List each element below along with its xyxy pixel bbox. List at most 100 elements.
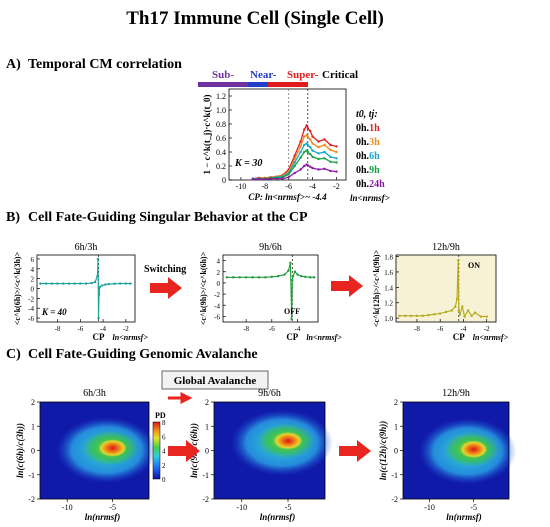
chart-title: 9h/6h <box>259 242 282 253</box>
data-point <box>303 135 306 138</box>
y-tick-label: 1 <box>394 422 398 431</box>
data-point <box>329 143 332 147</box>
x-tick-label: -4 <box>461 325 467 333</box>
data-point <box>427 313 430 317</box>
data-point <box>296 273 299 276</box>
chart-b-xlabel-right: ln<nrmsf> <box>113 333 149 342</box>
y-tick-label: 2 <box>394 398 398 407</box>
data-point <box>323 150 326 154</box>
x-tick-label: -2 <box>333 182 340 191</box>
y-tick-label: 2 <box>217 269 221 277</box>
y-tick-label: 0 <box>31 286 35 294</box>
y-tick-label: 1 <box>205 422 209 431</box>
panel-c-title: Cell Fate-Guiding Genomic Avalanche <box>28 347 258 362</box>
y-tick-label: -6 <box>28 315 34 323</box>
data-point <box>450 309 454 312</box>
plot-frame <box>395 254 497 323</box>
criticality-bar-sub <box>198 82 248 87</box>
data-point <box>50 282 54 285</box>
arrow-b1 <box>150 277 182 299</box>
data-point <box>118 282 122 285</box>
y-tick-label: 0 <box>205 447 209 456</box>
density-peak <box>98 439 127 457</box>
x-tick-label: -6 <box>269 325 275 333</box>
colorbar-tick-label: 4 <box>162 448 166 456</box>
y-tick-label: -6 <box>214 313 220 321</box>
data-point <box>306 127 309 130</box>
data-point <box>275 177 278 180</box>
y-tick-label: -1 <box>28 471 35 480</box>
chart-b-xlabel-right: ln<nrmsf> <box>306 333 342 342</box>
chart-b-ylabel: <c^k(9h)>/<c^k(6h)> <box>199 251 208 325</box>
data-point <box>306 164 309 167</box>
data-point <box>98 285 101 289</box>
data-point <box>56 282 59 285</box>
panel-a-label: A) <box>6 57 21 72</box>
y-tick-label: 1.2 <box>216 92 226 101</box>
x-tick-label: -6 <box>437 325 443 333</box>
data-point <box>329 160 332 163</box>
criticality-bar-near <box>248 82 268 87</box>
data-point <box>329 155 332 159</box>
y-tick-label: 1.0 <box>384 315 393 323</box>
data-point <box>335 170 338 173</box>
data-point <box>97 316 100 320</box>
data-point <box>113 282 116 286</box>
criticality-near-label: Near- <box>250 69 277 81</box>
data-point <box>270 275 273 278</box>
data-point <box>323 167 326 170</box>
chart-b-ylabel: <c^k(6h)>/<c^k(3h)> <box>13 251 22 325</box>
y-tick-label: -1 <box>202 471 209 480</box>
y-tick-label: 1.4 <box>384 284 393 292</box>
data-point <box>317 168 320 171</box>
data-point <box>461 305 464 308</box>
data-point <box>454 305 457 308</box>
x-tick-label: -8 <box>55 325 61 333</box>
y-tick-label: 4 <box>31 266 35 274</box>
colorbar-tick-label: 8 <box>162 419 166 427</box>
data-point <box>305 124 308 127</box>
x-tick-label: -5 <box>285 503 292 512</box>
chart-b-annotation: OFF <box>284 307 300 316</box>
data-point <box>308 138 312 141</box>
data-point <box>309 276 312 279</box>
data-point <box>312 276 316 279</box>
x-tick-label: -4 <box>295 325 301 333</box>
heatmap-title: 9h/6h <box>258 388 281 399</box>
data-point <box>100 284 104 287</box>
series-line <box>226 262 315 320</box>
colorbar-tick-label: 6 <box>162 433 166 441</box>
data-point <box>293 157 296 161</box>
x-tick-label: -8 <box>414 325 420 333</box>
data-point <box>251 276 254 279</box>
y-tick-label: 6 <box>31 256 35 264</box>
data-point <box>323 138 326 141</box>
data-point <box>97 293 101 296</box>
chart-title: 6h/3h <box>75 242 98 253</box>
data-point <box>79 282 82 285</box>
plot-frame <box>222 254 319 323</box>
y-tick-label: 1.8 <box>384 254 393 262</box>
data-point <box>457 259 460 262</box>
x-tick-label: -4 <box>100 325 106 333</box>
chart-title: 12h/9h <box>432 242 460 253</box>
data-point <box>485 315 488 318</box>
heatmap-xlabel: ln(nrmsf) <box>446 512 482 522</box>
colorbar-tick-label: 2 <box>162 462 166 470</box>
panel-b-label: B) <box>6 210 20 225</box>
data-point <box>303 164 306 168</box>
x-tick-label: -10 <box>236 182 247 191</box>
data-point <box>404 314 407 318</box>
panel-c-label: C) <box>6 347 21 362</box>
y-tick-label: 0 <box>222 176 226 185</box>
x-tick-label: -5 <box>109 503 116 512</box>
data-point <box>438 312 442 315</box>
y-tick-label: 2 <box>205 398 209 407</box>
y-tick-label: 0 <box>394 447 398 456</box>
data-point <box>283 273 286 276</box>
data-point <box>303 128 306 131</box>
data-point <box>398 314 401 318</box>
x-tick-label: -2 <box>123 325 129 333</box>
data-point <box>299 140 302 143</box>
